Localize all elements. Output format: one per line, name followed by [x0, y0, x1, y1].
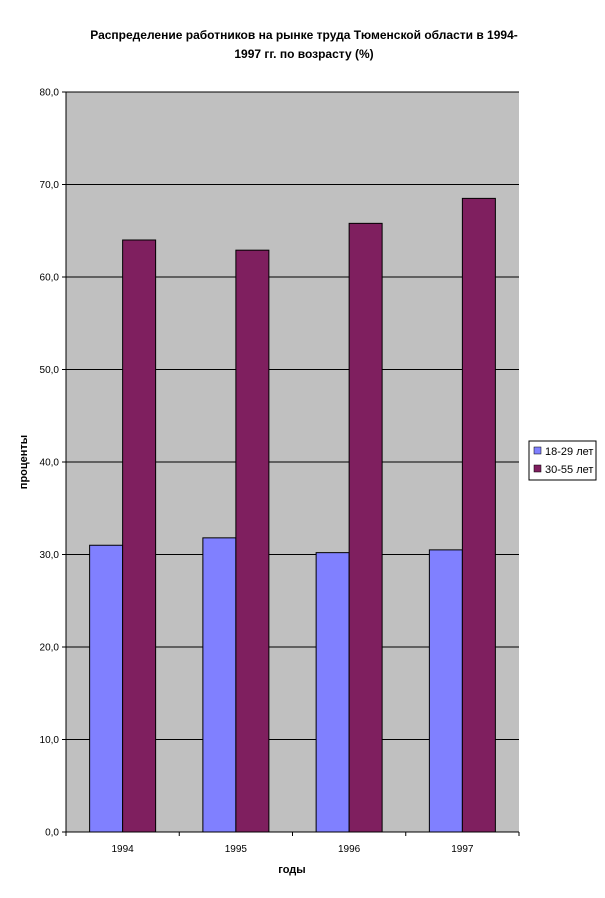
bar-1996-30-55 — [348, 222, 383, 833]
y-tick-label: 60,0 — [40, 273, 60, 284]
legend-label-18-29: 18-29 лет — [545, 446, 593, 458]
chart-title-line-2: 1997 гг. по возрасту (%) — [234, 47, 373, 61]
x-tick-label: 1997 — [451, 844, 474, 855]
y-tick-label: 80,0 — [40, 88, 60, 99]
y-tick-label: 20,0 — [40, 643, 60, 654]
y-tick-label: 50,0 — [40, 365, 60, 376]
chart-title-line-1: Распределение работников на рынке труда … — [90, 28, 518, 42]
y-tick-label: 70,0 — [40, 180, 60, 191]
bar-1995-30-55 — [235, 249, 270, 833]
y-tick-label: 10,0 — [40, 735, 60, 746]
y-tick-label: 0,0 — [45, 828, 59, 839]
bars — [89, 197, 496, 833]
bar-1994-18-29 — [89, 544, 124, 833]
legend: 18-29 лет 30-55 лет — [528, 440, 597, 481]
bar-1994-30-55 — [122, 239, 157, 833]
bar-1995-18-29 — [202, 537, 237, 833]
legend-swatch-30-55 — [533, 464, 542, 473]
x-axis-ticks: 1994 1995 1996 1997 — [65, 832, 520, 855]
y-axis-title: проценты — [18, 435, 30, 489]
legend-label-30-55: 30-55 лет — [545, 464, 593, 476]
bar-1996-18-29 — [315, 552, 350, 833]
bar-1997-30-55 — [461, 197, 496, 833]
legend-swatch-18-29 — [533, 446, 542, 455]
x-tick-label: 1995 — [225, 844, 248, 855]
y-axis-ticks: 0,0 10,0 20,0 30,0 40,0 50,0 60,0 70,0 80,0 — [40, 88, 66, 839]
x-tick-label: 1994 — [112, 844, 135, 855]
y-tick-label: 30,0 — [40, 550, 60, 561]
x-axis-title: годы — [278, 864, 305, 876]
bar-1997-18-29 — [428, 549, 463, 833]
y-tick-label: 40,0 — [40, 458, 60, 469]
x-tick-label: 1996 — [338, 844, 361, 855]
